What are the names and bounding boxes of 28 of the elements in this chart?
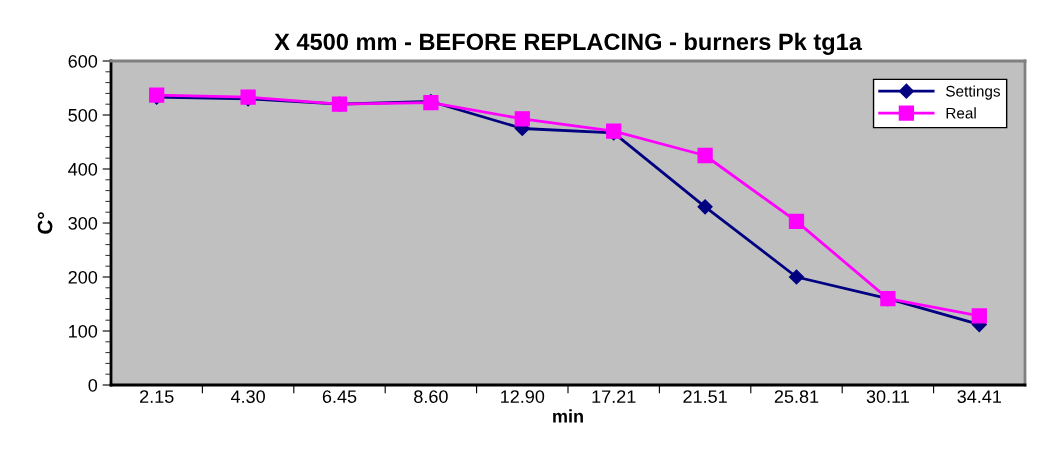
point bbox=[788, 213, 805, 230]
point bbox=[697, 199, 713, 215]
legend-label: Real bbox=[946, 107, 976, 119]
x-tick-label: 21.51 bbox=[683, 390, 727, 403]
y-tick-label: 500 bbox=[68, 108, 98, 122]
x-axis-title: min bbox=[553, 409, 583, 423]
x-tick-label: 12.90 bbox=[501, 390, 545, 403]
y-tick-label: 300 bbox=[68, 216, 98, 230]
x-tick-label: 4.30 bbox=[230, 390, 265, 403]
y-tick-label: 100 bbox=[69, 324, 98, 338]
x-tick-label: 25.81 bbox=[774, 390, 819, 403]
point bbox=[971, 308, 987, 324]
x-tick-label: 2.15 bbox=[140, 390, 174, 403]
x-tick-label: 8.60 bbox=[414, 390, 448, 403]
y-axis-title: C° bbox=[37, 212, 53, 234]
point bbox=[697, 147, 713, 164]
point bbox=[788, 269, 805, 285]
y-tick-label: 600 bbox=[68, 54, 98, 68]
chart-title: X 4500 mm - BEFORE REPLACING - burners Pk tg1a bbox=[274, 32, 863, 55]
x-tick-label: 6.45 bbox=[322, 390, 357, 403]
y-tick-label: 200 bbox=[68, 270, 98, 284]
y-tick-label: 400 bbox=[68, 162, 98, 176]
point bbox=[514, 111, 530, 127]
y-tick-label: 0 bbox=[88, 378, 98, 392]
legend-label: Settings bbox=[946, 85, 1001, 100]
x-tick-label: 30.11 bbox=[866, 390, 909, 403]
x-tick-label: 17.21 bbox=[592, 390, 636, 403]
x-tick-label: 34.41 bbox=[957, 390, 1002, 403]
